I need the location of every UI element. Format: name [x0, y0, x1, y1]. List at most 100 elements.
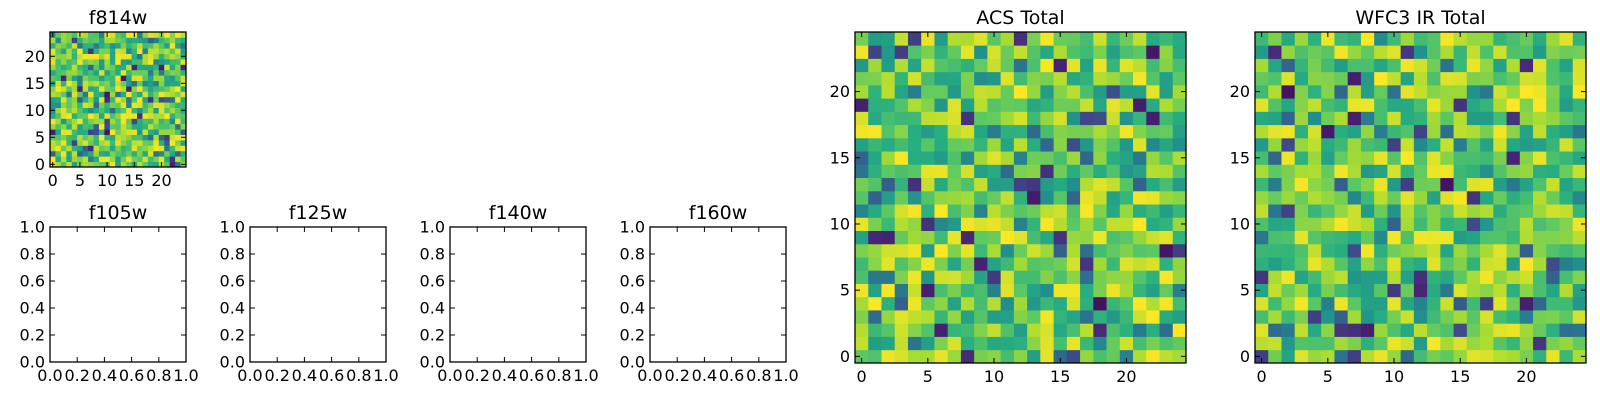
heatmap-cell — [855, 137, 869, 152]
x-tick-label: 20 — [1516, 367, 1536, 386]
heatmap-cell — [1255, 190, 1269, 205]
heatmap-cell — [1066, 230, 1081, 245]
heatmap-cell — [881, 217, 896, 231]
heatmap-cell — [1013, 111, 1028, 126]
heatmap-cell — [104, 107, 111, 114]
heatmap-cell — [974, 349, 988, 364]
heatmap-cell — [142, 129, 149, 135]
heatmap-cell — [1294, 323, 1309, 337]
heatmap-cell — [137, 48, 143, 54]
heatmap-cell — [974, 336, 988, 351]
heatmap-cell — [1172, 349, 1187, 364]
heatmap-cell — [158, 145, 165, 152]
heatmap-cell — [1159, 58, 1174, 73]
heatmap-cell — [115, 145, 122, 152]
heatmap-cell — [868, 243, 882, 258]
heatmap-cell — [1172, 310, 1187, 324]
heatmap-cell — [1427, 296, 1441, 311]
heatmap-cell — [881, 230, 896, 245]
heatmap-cell — [50, 69, 56, 76]
heatmap-cell — [1093, 230, 1107, 245]
heatmap-cell — [60, 96, 67, 103]
heatmap-cell — [1053, 336, 1068, 351]
heatmap-cell — [1400, 45, 1415, 59]
heatmap-cell — [1053, 71, 1068, 86]
heatmap-cell — [1427, 84, 1441, 99]
heatmap-cell — [1294, 164, 1309, 179]
heatmap-cell — [1093, 111, 1107, 126]
heatmap-cell — [77, 96, 84, 103]
heatmap-cell — [894, 151, 909, 165]
heatmap-cell — [1133, 32, 1147, 46]
heatmap-cell — [1519, 151, 1534, 165]
heatmap-cell — [1146, 124, 1160, 139]
heatmap-cell — [66, 102, 73, 108]
heatmap-cell — [1066, 45, 1081, 59]
heatmap-cell — [88, 96, 94, 103]
heatmap-cell — [1347, 71, 1362, 86]
heatmap-cell — [1268, 111, 1282, 126]
heatmap-cell — [55, 53, 62, 60]
heatmap-cell — [131, 69, 138, 76]
heatmap-cell — [1307, 98, 1322, 112]
heatmap-cell — [907, 71, 922, 86]
heatmap-cell — [153, 80, 160, 87]
heatmap-cell — [1080, 98, 1094, 112]
y-tick-label: 0.8 — [620, 245, 645, 264]
x-tick-label: 0.2 — [64, 366, 89, 385]
heatmap-cell — [158, 156, 165, 162]
heatmap-cell — [1000, 98, 1015, 112]
heatmap-cell — [1347, 98, 1362, 112]
heatmap-cell — [1533, 323, 1547, 337]
heatmap-cell — [1294, 336, 1309, 351]
x-tick-label: 0.6 — [519, 366, 544, 385]
heatmap-cell — [82, 113, 89, 119]
heatmap-cell — [142, 107, 149, 114]
heatmap-cell — [1453, 323, 1468, 337]
heatmap-cell — [1268, 124, 1282, 139]
heatmap-cell — [1307, 270, 1322, 284]
heatmap-cell — [1493, 32, 1507, 46]
heatmap-cell — [1440, 151, 1454, 165]
heatmap-cell — [66, 69, 73, 76]
heatmap-cell — [934, 257, 949, 271]
heatmap-cell — [158, 150, 165, 157]
heatmap-cell — [1053, 323, 1068, 337]
y-tick-label: 1.0 — [420, 218, 445, 237]
heatmap-cell — [115, 80, 122, 87]
heatmap-cell — [1053, 257, 1068, 271]
heatmap-cell — [1387, 84, 1402, 99]
heatmap-cell — [71, 48, 78, 54]
heatmap-cell — [868, 217, 882, 231]
heatmap-cell — [153, 150, 160, 157]
heatmap-cell — [77, 102, 84, 108]
heatmap-cell — [1040, 230, 1054, 245]
heatmap-cell — [868, 177, 882, 192]
heatmap-cell — [921, 296, 935, 311]
heatmap-cell — [1440, 124, 1454, 139]
heatmap-cell — [987, 98, 1002, 112]
heatmap-cell — [960, 257, 975, 271]
heatmap-cell — [71, 118, 78, 125]
heatmap-cell — [1387, 32, 1402, 46]
heatmap-cell — [93, 64, 100, 71]
heatmap-cell — [1172, 45, 1187, 59]
heatmap-cell — [1040, 84, 1054, 99]
heatmap-cell — [1493, 58, 1507, 73]
heatmap-cell — [1040, 296, 1054, 311]
heatmap-cell — [126, 156, 132, 162]
heatmap-cell — [1119, 98, 1134, 112]
heatmap-cell — [1546, 283, 1560, 298]
heatmap-cell — [158, 37, 165, 44]
heatmap-cell — [1321, 177, 1335, 192]
heatmap-cell — [868, 45, 882, 59]
heatmap-cell — [164, 113, 171, 119]
heatmap-cell — [881, 190, 896, 205]
heatmap-cell — [1066, 32, 1081, 46]
heatmap-cell — [1281, 310, 1296, 324]
heatmap-cell — [894, 84, 909, 99]
heatmap-cell — [1172, 257, 1187, 271]
y-tick-label: 0.6 — [420, 272, 445, 291]
heatmap-cell — [947, 323, 962, 337]
heatmap-cell — [1440, 270, 1454, 284]
